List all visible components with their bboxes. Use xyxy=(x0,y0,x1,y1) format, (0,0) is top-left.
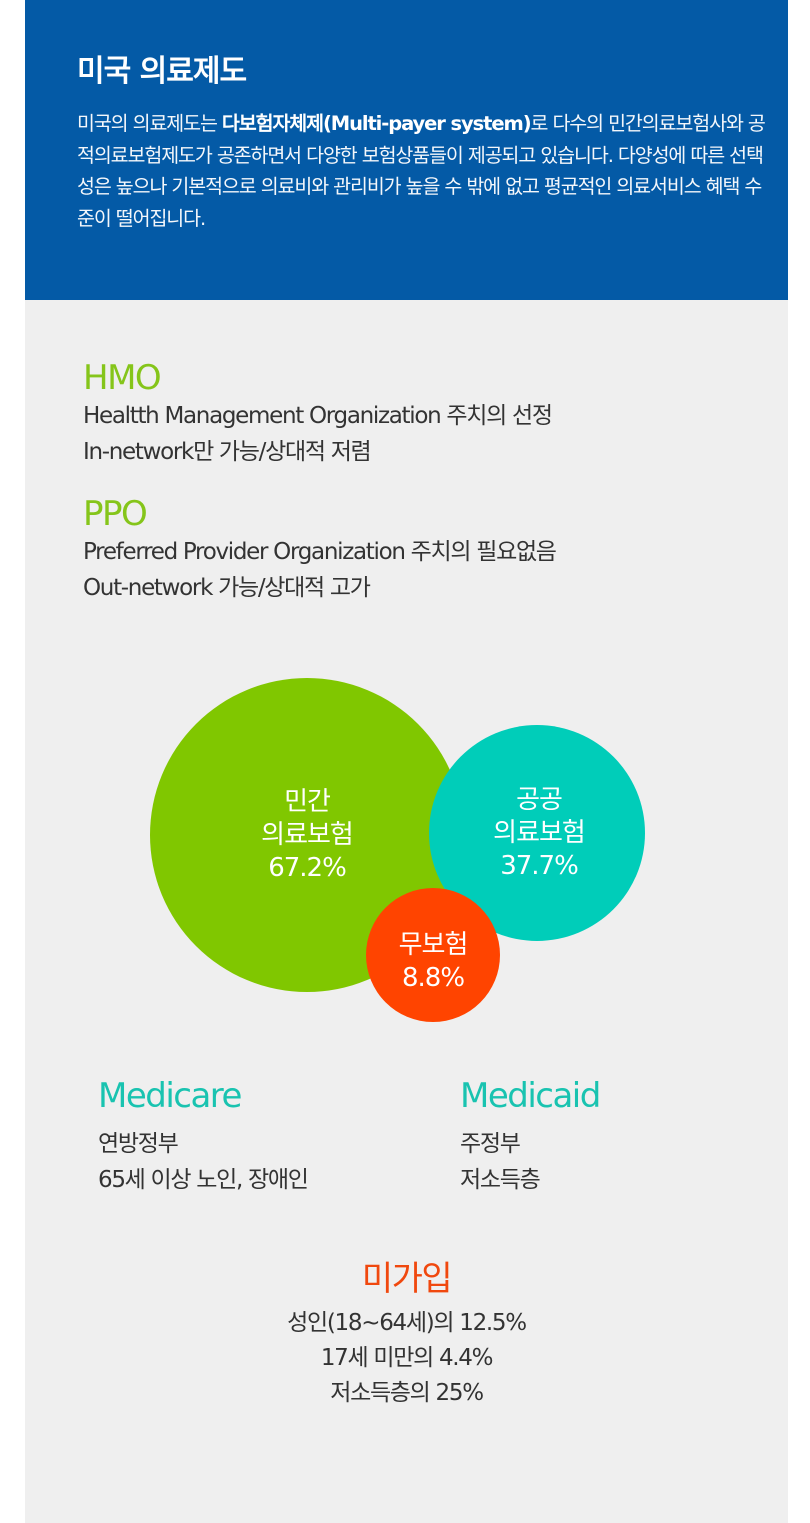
desc-text-after: 로 다수의 민간의료보험사와 공적의료보험제도가 공존하면서 다양한 보험상품들… xyxy=(77,112,766,230)
program-medicare-line-1: 연방정부 xyxy=(98,1131,179,1157)
bubble-public-value: 37.7% xyxy=(500,851,578,881)
plan-hmo: HMO Healtth Management Organization 주치의 … xyxy=(83,358,553,470)
plan-hmo-title: HMO xyxy=(83,358,162,398)
bubble-uninsured xyxy=(366,888,500,1022)
plan-ppo-line-2: Out-network 가능/상대적 고가 xyxy=(83,575,371,601)
uninsured-line-2: 17세 미만의 4.4% xyxy=(320,1345,494,1371)
plan-ppo-title: PPO xyxy=(83,494,148,534)
plan-ppo-line-1: Preferred Provider Organization 주치의 필요없음 xyxy=(83,539,557,565)
program-medicare-title: Medicare xyxy=(98,1076,242,1116)
bubble-public-label-1: 공공 xyxy=(516,785,562,815)
program-medicaid-line-2: 저소득층 xyxy=(460,1167,541,1193)
bubble-private-label-1: 민간 xyxy=(284,787,330,817)
program-medicare-line-2: 65세 이상 노인, 장애인 xyxy=(98,1167,309,1193)
header-banner: 미국 의료제도 미국의 의료제도는 다보험자체제(Multi-payer sys… xyxy=(25,0,788,300)
program-medicaid-title: Medicaid xyxy=(460,1076,601,1116)
program-medicaid: Medicaid 주정부 저소득층 xyxy=(460,1076,601,1198)
program-medicare: Medicare 연방정부 65세 이상 노인, 장애인 xyxy=(98,1076,309,1198)
insurance-bubble-chart: 민간 의료보험 67.2% 공공 의료보험 37.7% 무보험 8.8% xyxy=(150,678,645,1022)
plan-ppo: PPO Preferred Provider Organization 주치의 … xyxy=(83,494,557,606)
bubble-private-value: 67.2% xyxy=(268,853,346,883)
bubble-private-label-2: 의료보험 xyxy=(261,820,353,850)
header-description: 미국의 의료제도는 다보험자체제(Multi-payer system)로 다수… xyxy=(77,108,767,234)
plan-hmo-line-2: In-network만 가능/상대적 저렴 xyxy=(83,439,372,465)
desc-text-bold: 다보험자체제(Multi-payer system) xyxy=(221,112,532,135)
page-title: 미국 의료제도 xyxy=(77,54,247,89)
uninsured-title: 미가입 xyxy=(361,1259,453,1299)
infographic-card: 미국 의료제도 미국의 의료제도는 다보험자체제(Multi-payer sys… xyxy=(25,0,788,1523)
plan-hmo-line-1: Healtth Management Organization 주치의 선정 xyxy=(83,403,553,429)
uninsured-section: 미가입 성인(18~64세)의 12.5% 17세 미만의 4.4% 저소득층의… xyxy=(25,1258,788,1411)
bubble-uninsured-label: 무보험 xyxy=(399,930,468,960)
uninsured-line-3: 저소득층의 25% xyxy=(330,1380,484,1406)
program-medicaid-line-1: 주정부 xyxy=(460,1131,521,1157)
bubble-uninsured-value: 8.8% xyxy=(402,963,464,993)
uninsured-line-1: 성인(18~64세)의 12.5% xyxy=(287,1310,527,1336)
bubble-public-insurance xyxy=(429,725,645,941)
desc-text-before: 미국의 의료제도는 xyxy=(77,112,222,135)
bubble-public-label-2: 의료보험 xyxy=(493,818,585,848)
